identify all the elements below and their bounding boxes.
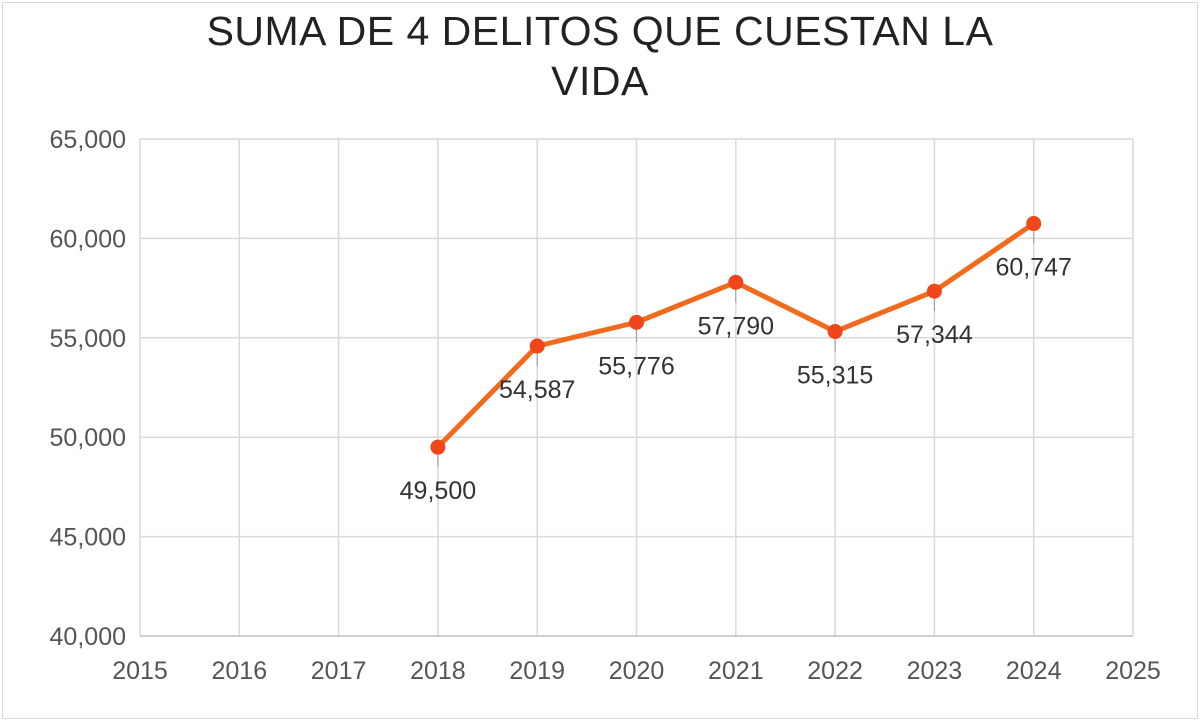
chart-title-line-1: SUMA DE 4 DELITOS QUE CUESTAN LA bbox=[206, 8, 994, 54]
data-point bbox=[629, 314, 644, 330]
x-tick-label: 2023 bbox=[907, 657, 963, 685]
chart-title: SUMA DE 4 DELITOS QUE CUESTAN LA VIDA bbox=[0, 6, 1200, 106]
data-point bbox=[728, 274, 744, 290]
data-label: 49,500 bbox=[400, 477, 476, 505]
chart-title-line-2: VIDA bbox=[551, 58, 649, 104]
x-tick-label: 2018 bbox=[410, 657, 466, 685]
x-tick-label: 2020 bbox=[609, 657, 665, 685]
data-point bbox=[529, 338, 545, 354]
data-label: 54,587 bbox=[499, 376, 575, 404]
data-label: 57,344 bbox=[896, 321, 973, 349]
x-tick-label: 2021 bbox=[708, 657, 764, 685]
x-tick-label: 2016 bbox=[211, 657, 267, 685]
y-tick-label: 50,000 bbox=[50, 424, 126, 452]
y-tick-label: 65,000 bbox=[50, 126, 126, 154]
x-tick-label: 2015 bbox=[112, 657, 168, 685]
data-label: 57,790 bbox=[698, 312, 774, 340]
data-point bbox=[1026, 216, 1042, 232]
y-tick-label: 55,000 bbox=[50, 325, 126, 353]
x-tick-label: 2024 bbox=[1006, 657, 1062, 685]
data-point bbox=[926, 283, 942, 299]
x-tick-label: 2019 bbox=[509, 657, 565, 685]
y-tick-label: 40,000 bbox=[50, 623, 126, 651]
data-label: 55,315 bbox=[797, 362, 873, 390]
x-tick-label: 2025 bbox=[1105, 657, 1161, 685]
x-tick-label: 2017 bbox=[311, 657, 367, 685]
y-tick-label: 60,000 bbox=[50, 225, 126, 253]
x-tick-label: 2022 bbox=[807, 657, 863, 685]
y-tick-label: 45,000 bbox=[50, 524, 126, 552]
data-point bbox=[430, 439, 446, 455]
data-label: 60,747 bbox=[995, 254, 1071, 282]
data-label: 55,776 bbox=[598, 352, 674, 380]
data-point bbox=[827, 324, 843, 340]
